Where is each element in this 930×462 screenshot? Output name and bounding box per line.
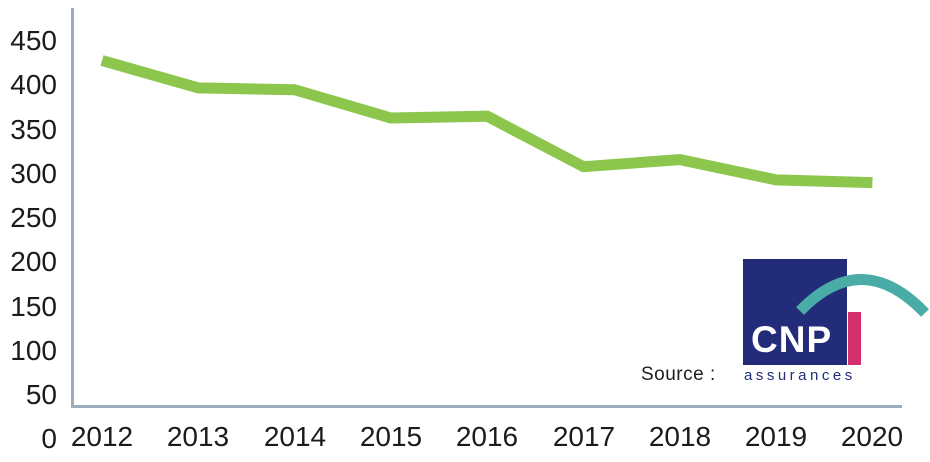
source-label: Source : [641,364,716,385]
y-tick-label: 200 [10,246,57,277]
x-tick-label: 2014 [263,421,327,452]
x-tick-label: 2012 [70,421,134,452]
x-tick-label: 2020 [840,421,904,452]
logo-text-assurances: assurances [744,367,856,384]
y-axis-line [71,8,74,407]
logo-navy-square [743,259,847,365]
y-tick-label: 400 [10,69,57,100]
logo-pink-bar [848,312,861,365]
x-tick-label: 2015 [359,421,423,452]
y-tick-label: 450 [10,25,57,56]
x-tick-label: 2013 [166,421,230,452]
x-tick-label: 2017 [552,421,616,452]
x-axis-line [71,405,902,408]
y-tick-label: 50 [25,379,57,410]
x-tick-label: 2016 [455,421,519,452]
x-tick-label: 2019 [744,421,808,452]
y-tick-label: 300 [10,158,57,189]
logo-text-cnp: CNP [751,319,833,360]
x-tick-label: 2018 [648,421,712,452]
y-tick-label: 350 [10,114,57,145]
y-tick-label: 150 [10,291,57,322]
data-line [100,55,873,189]
y-tick-label: 100 [10,335,57,366]
logo-arc-icon [796,274,929,317]
y-tick-label: 250 [10,202,57,233]
y-tick-label: 0 [41,423,57,454]
